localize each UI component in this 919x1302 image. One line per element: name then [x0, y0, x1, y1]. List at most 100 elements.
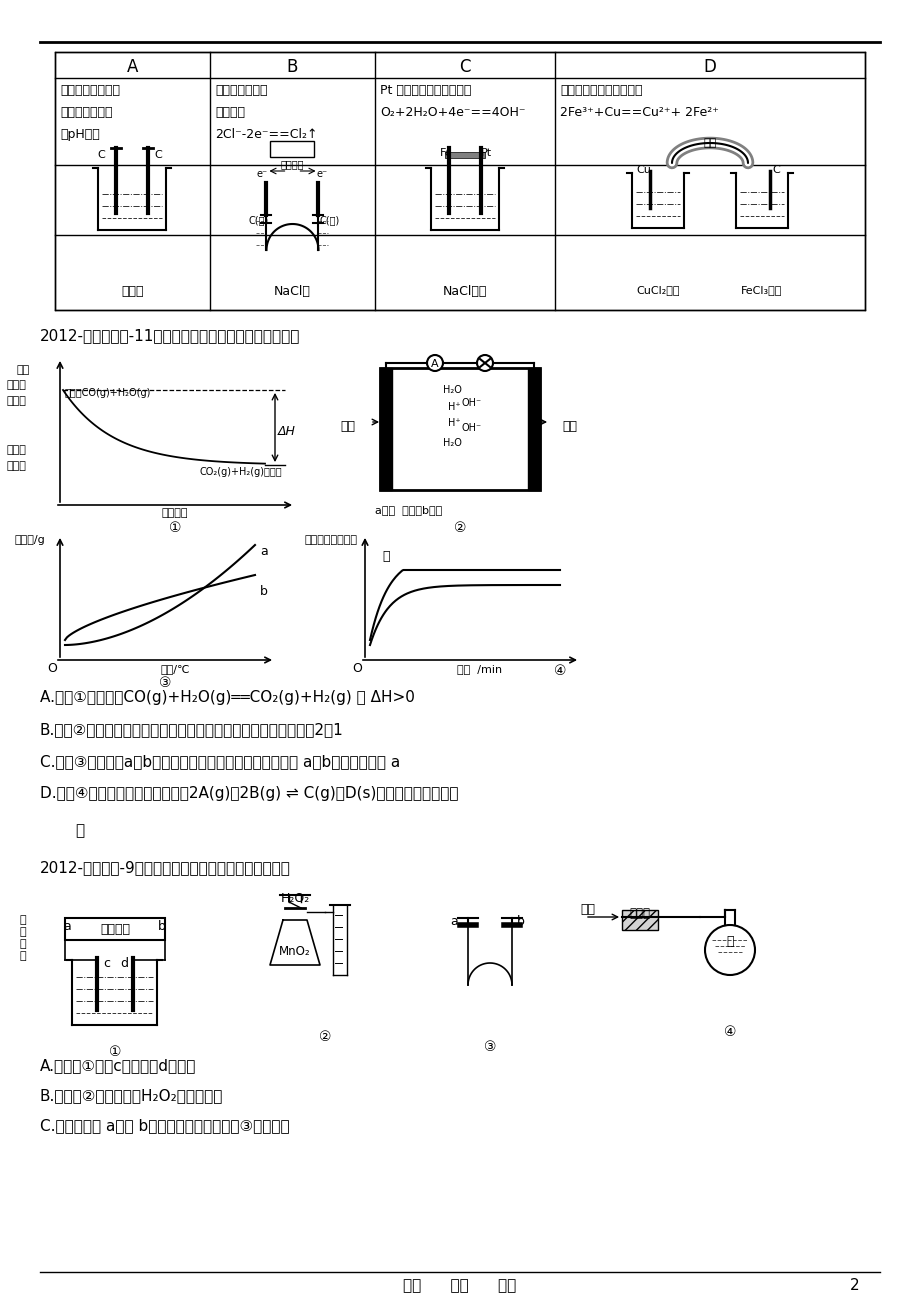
Text: Cu: Cu: [635, 165, 650, 174]
Text: ②: ②: [318, 1030, 331, 1044]
Text: a: a: [260, 546, 267, 559]
Text: 氢气: 氢气: [340, 421, 355, 434]
Text: ④: ④: [553, 664, 565, 678]
Text: NaCl溶液: NaCl溶液: [442, 285, 487, 298]
Text: C(甲): C(甲): [248, 215, 268, 225]
FancyBboxPatch shape: [270, 141, 314, 158]
Text: 2012-石景山一模-11．关于下列四个图象的说法正确的是: 2012-石景山一模-11．关于下列四个图象的说法正确的是: [40, 328, 300, 342]
Text: 能量: 能量: [17, 365, 30, 375]
Text: C.　图③表示物质a、b的溶解度曲线，可以用重结晶方法从 a、b混合物中提纯 a: C. 图③表示物质a、b的溶解度曲线，可以用重结晶方法从 a、b混合物中提纯 a: [40, 754, 400, 769]
Text: O₂+2H₂O+4e⁻==4OH⁻: O₂+2H₂O+4e⁻==4OH⁻: [380, 105, 525, 118]
Text: B: B: [287, 59, 298, 76]
Circle shape: [476, 355, 493, 371]
Bar: [65, 918, 165, 940]
Text: D: D: [703, 59, 716, 76]
Text: a电极  电解液b电极: a电极 电解液b电极: [375, 505, 442, 516]
Text: OH⁻: OH⁻: [461, 398, 482, 408]
Text: O: O: [352, 661, 361, 674]
Text: C: C: [459, 59, 471, 76]
Text: 总反应的离子方程式为：: 总反应的离子方程式为：: [560, 85, 641, 98]
Text: 温度/℃: 温度/℃: [160, 664, 189, 674]
Text: ③: ③: [159, 676, 171, 690]
Text: H₂O: H₂O: [442, 385, 461, 395]
Text: ②: ②: [453, 521, 466, 535]
Text: b: b: [260, 585, 267, 598]
Text: 反应物CO(g)+H₂O(g): 反应物CO(g)+H₂O(g): [65, 388, 152, 398]
Text: C.　关闭活塞 a，从 b处加水，可以检查装置③的气密性: C. 关闭活塞 a，从 b处加水，可以检查装置③的气密性: [40, 1118, 289, 1133]
Text: OH⁻: OH⁻: [461, 423, 482, 434]
Text: 用心      爱心      专心: 用心 爱心 专心: [403, 1279, 516, 1293]
Text: O: O: [47, 661, 57, 674]
Text: H₂O: H₂O: [442, 437, 461, 448]
Circle shape: [704, 924, 754, 975]
Text: 氯气: 氯气: [579, 904, 595, 917]
Text: e⁻: e⁻: [256, 169, 267, 178]
Text: ④: ④: [723, 1025, 735, 1039]
Text: ③: ③: [483, 1040, 495, 1055]
Text: b: b: [158, 921, 165, 934]
Text: 甲: 甲: [381, 549, 389, 562]
Text: 总能量: 总能量: [7, 461, 27, 471]
Text: 2: 2: [849, 1279, 859, 1293]
Text: B.　装置②可定量测定H₂O₂的分解速率: B. 装置②可定量测定H₂O₂的分解速率: [40, 1088, 223, 1103]
Text: 流: 流: [20, 927, 27, 937]
Text: 氧气: 氧气: [562, 421, 576, 434]
Text: 大: 大: [75, 823, 84, 838]
Text: H₂O₂: H₂O₂: [280, 892, 310, 905]
Text: A: A: [127, 59, 138, 76]
Text: 直流电源: 直流电源: [100, 923, 130, 936]
Text: e⁻: e⁻: [316, 169, 327, 178]
Text: 向: 向: [20, 950, 27, 961]
Text: C: C: [97, 150, 105, 160]
Text: D.　图④可以表示压强对可逆反应2A(g)＋2B(g) ⇌ C(g)＋D(s)的影响，且乙的压强: D. 图④可以表示压强对可逆反应2A(g)＋2B(g) ⇌ C(g)＋D(s)的…: [40, 786, 458, 801]
Text: 2012-丰台一模-9．下列关于各装置图的叙述不正确的是: 2012-丰台一模-9．下列关于各装置图的叙述不正确的是: [40, 861, 290, 875]
Text: 通电一段时间后，: 通电一段时间后，: [60, 85, 119, 98]
Bar: [621, 910, 657, 930]
Text: 直流电源: 直流电源: [280, 159, 304, 169]
Text: b: b: [516, 915, 525, 928]
Text: 方: 方: [20, 939, 27, 949]
Text: 反应为：: 反应为：: [215, 105, 244, 118]
Polygon shape: [269, 921, 320, 965]
Text: 反应物的百分含量: 反应物的百分含量: [305, 535, 357, 546]
Text: CO₂(g)+H₂(g)生成物: CO₂(g)+H₂(g)生成物: [199, 467, 282, 477]
Text: ①: ①: [108, 1046, 121, 1059]
Text: 2Cl⁻-2e⁻==Cl₂↑: 2Cl⁻-2e⁻==Cl₂↑: [215, 128, 317, 141]
Text: 水: 水: [725, 935, 733, 948]
Text: A: A: [431, 359, 438, 368]
Text: B.　图②为氢氧燃料电池示意图，正、负极通入的气体体积之比为2：1: B. 图②为氢氧燃料电池示意图，正、负极通入的气体体积之比为2：1: [40, 723, 344, 737]
Text: A.　装置①中，c为阳极，d为阴极: A. 装置①中，c为阳极，d为阴极: [40, 1059, 196, 1073]
Text: ΔH: ΔH: [278, 424, 296, 437]
Bar: [445, 152, 484, 158]
Text: MnO₂: MnO₂: [278, 945, 311, 958]
Text: C: C: [154, 150, 162, 160]
Text: 碱石灰: 碱石灰: [629, 907, 650, 921]
Text: 时间  /min: 时间 /min: [457, 664, 502, 674]
Text: ①: ①: [168, 521, 181, 535]
Text: Pt 电极上的电极反应为：: Pt 电极上的电极反应为：: [380, 85, 471, 98]
Text: 2Fe³⁺+Cu==Cu²⁺+ 2Fe²⁺: 2Fe³⁺+Cu==Cu²⁺+ 2Fe²⁺: [560, 105, 718, 118]
Text: NaCl溶: NaCl溶: [274, 285, 311, 298]
Text: 甲电极上的电极: 甲电极上的电极: [215, 85, 267, 98]
Text: H⁺: H⁺: [448, 402, 460, 411]
Bar: [380, 368, 391, 490]
Text: CuCl₂溶液: CuCl₂溶液: [636, 285, 679, 296]
Circle shape: [426, 355, 443, 371]
Text: a: a: [449, 915, 458, 928]
Text: d: d: [119, 957, 128, 970]
Text: 的pH增大: 的pH增大: [60, 128, 99, 141]
Text: 总能量: 总能量: [7, 396, 27, 406]
Text: a: a: [62, 921, 71, 934]
Text: 电: 电: [20, 915, 27, 924]
Bar: [528, 368, 539, 490]
Bar: [380, 368, 539, 490]
Text: 稀硫酸: 稀硫酸: [121, 285, 143, 298]
Text: C(乙): C(乙): [319, 215, 339, 225]
Bar: [55, 52, 864, 310]
Text: 反应物: 反应物: [7, 380, 27, 391]
Text: 盐桥: 盐桥: [703, 138, 716, 148]
Text: c: c: [103, 957, 110, 970]
Text: 搅拌均匀，溶液: 搅拌均匀，溶液: [60, 105, 112, 118]
Text: FeCl₃溶液: FeCl₃溶液: [741, 285, 782, 296]
Text: 溶解度/g: 溶解度/g: [15, 535, 46, 546]
